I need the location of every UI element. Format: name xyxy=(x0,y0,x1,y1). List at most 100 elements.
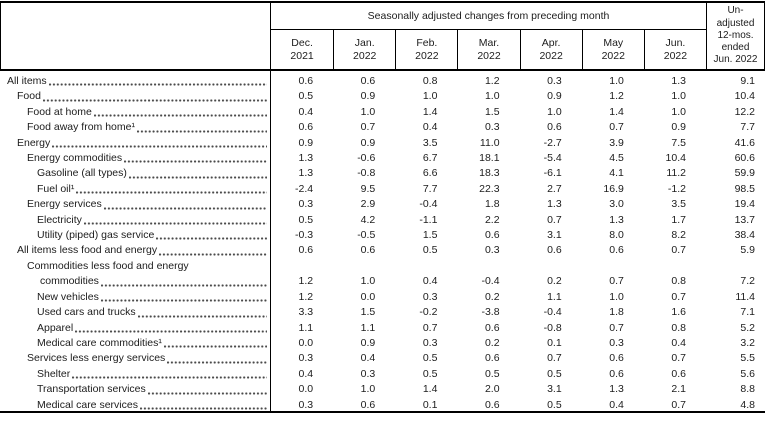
value-cell: 0.9 xyxy=(360,136,376,149)
stub-header-cell xyxy=(1,3,271,69)
row-label-line: Electricity xyxy=(0,213,271,228)
value-cell: 1.2 xyxy=(609,90,624,103)
row-label: Energy services xyxy=(27,198,102,211)
table-row: New vehicles 1.2 0.0 0.3 0.2 1.1 1.0 0.7 11.4 xyxy=(0,290,765,305)
row-label: All items xyxy=(7,75,47,87)
month-year: 2022 xyxy=(353,49,377,62)
table-body: All items 0.6 0.6 0.8 1.2 0.3 1.0 1.3 9.1 Food 0.5… xyxy=(0,71,765,413)
leader-dots xyxy=(52,145,267,149)
row-label-line: Energy services xyxy=(0,197,271,212)
leader-dots xyxy=(128,175,267,179)
value-cell: 0.2 xyxy=(484,336,500,349)
month-column-header: Jun. 2022 xyxy=(643,30,706,69)
value-cell: 0.2 xyxy=(547,275,562,288)
value-cell: -1.1 xyxy=(419,213,438,226)
value-cell: 2.2 xyxy=(484,213,500,226)
leader-dots xyxy=(136,129,267,133)
table-row: Services less energy services 0.3 0.4 0.5 0.… xyxy=(0,351,765,366)
value-cell: 1.8 xyxy=(484,198,500,211)
value-cell: 0.8 xyxy=(422,75,438,87)
value-cell: 0.7 xyxy=(422,321,438,334)
value-cell: 0.6 xyxy=(609,367,624,380)
row-label-line: Utility (piped) gas service xyxy=(0,228,271,243)
leader-dots xyxy=(137,314,267,318)
value-cell: 1.1 xyxy=(298,321,314,334)
table-row: Food 0.5 0.9 1.0 1.0 0.9 1.2 1.0 10.4 xyxy=(0,89,765,104)
row-label: Food at home xyxy=(27,105,92,118)
value-cell: 0.0 xyxy=(360,290,376,303)
value-cell: 3.3 xyxy=(298,306,314,319)
month-year: 2022 xyxy=(477,49,501,62)
row-label-wrap-line: commodities xyxy=(0,274,271,289)
value-cell: 0.6 xyxy=(547,121,562,134)
value-cell: 7.1 xyxy=(740,306,755,319)
value-cell: 1.1 xyxy=(547,290,562,303)
value-cell: -1.2 xyxy=(667,182,686,195)
value-cell: 0.7 xyxy=(671,290,686,303)
value-cell: 0.6 xyxy=(360,244,376,257)
value-cell: 1.0 xyxy=(609,290,624,303)
value-cell: 0.6 xyxy=(298,244,314,257)
row-label-line: Commodities less food and energy xyxy=(0,259,271,274)
row-label-line: Transportation services xyxy=(0,382,271,397)
row-label: Energy commodities xyxy=(27,152,123,165)
row-label: New vehicles xyxy=(37,290,99,303)
value-cell: 0.6 xyxy=(609,244,624,257)
value-cell: 0.2 xyxy=(484,290,500,303)
row-label-line: Fuel oil¹ xyxy=(0,182,271,197)
value-cell: 4.5 xyxy=(609,152,624,165)
value-cell: 9.1 xyxy=(740,75,755,87)
value-cell: 0.3 xyxy=(422,336,438,349)
month-header-row: Dec. 2021 Jan. 2022 Feb. 2022 Mar. 2022 Apr. 2022… xyxy=(271,30,706,69)
value-cell: 0.8 xyxy=(671,275,686,288)
row-label-cell: Energy commodities xyxy=(0,151,271,166)
value-cell: 5.9 xyxy=(740,244,755,257)
row-label-cell: Apparel xyxy=(0,321,271,336)
value-cell: 1.2 xyxy=(484,75,500,87)
stub-divider-line xyxy=(270,1,271,413)
month-year: 2022 xyxy=(601,49,625,62)
table-row: Energy 0.9 0.9 3.5 11.0 -2.7 3.9 7.5 41.6 xyxy=(0,136,765,151)
table-row: Energy services 0.3 2.9 -0.4 1.8 1.3 3.0 3.5 19.… xyxy=(0,197,765,212)
row-label-line: Shelter xyxy=(0,367,271,382)
value-cell: 0.7 xyxy=(547,213,562,226)
row-label: Medical care services xyxy=(37,398,138,411)
value-cell: 22.3 xyxy=(479,182,500,195)
value-cell: 0.6 xyxy=(484,352,500,365)
value-cell: 1.4 xyxy=(422,105,438,118)
value-cell: 12.2 xyxy=(734,105,755,118)
row-label-cell: Gasoline (all types) xyxy=(0,166,271,181)
row-label-cell: Energy services xyxy=(0,197,271,212)
value-cell: 0.7 xyxy=(360,121,376,134)
value-cell: 1.1 xyxy=(360,321,376,334)
value-cell: 1.5 xyxy=(422,229,438,242)
value-cell: 0.5 xyxy=(298,90,314,103)
month-column-header: Jan. 2022 xyxy=(333,30,395,69)
leader-dots xyxy=(159,252,267,256)
value-cell: 11.2 xyxy=(666,167,686,180)
value-cell: 0.7 xyxy=(547,352,562,365)
value-cell: 41.6 xyxy=(734,136,755,149)
value-cell: 0.9 xyxy=(671,121,686,134)
value-cell: 4.8 xyxy=(740,398,755,411)
value-cell: 2.9 xyxy=(360,198,376,211)
row-label-line: Apparel xyxy=(0,321,271,336)
value-cell: 0.6 xyxy=(609,352,624,365)
value-cell: 7.7 xyxy=(422,182,438,195)
value-cell: 0.5 xyxy=(422,244,438,257)
row-label-cell: Energy xyxy=(0,136,271,151)
value-cell: 13.7 xyxy=(734,213,755,226)
leader-dots xyxy=(42,98,267,102)
value-cell: 0.3 xyxy=(298,352,314,365)
leader-dots xyxy=(93,114,267,118)
value-cell: -6.1 xyxy=(543,167,562,180)
row-label-cell: Utility (piped) gas service xyxy=(0,228,271,243)
value-cell: 1.5 xyxy=(484,105,500,118)
value-cell: 1.3 xyxy=(609,383,624,396)
leader-dots xyxy=(156,237,267,241)
value-cell: 1.3 xyxy=(298,167,314,180)
row-label-line: Medical care services xyxy=(0,398,271,411)
month-name: May xyxy=(603,37,624,49)
value-cell: 9.5 xyxy=(360,182,376,195)
